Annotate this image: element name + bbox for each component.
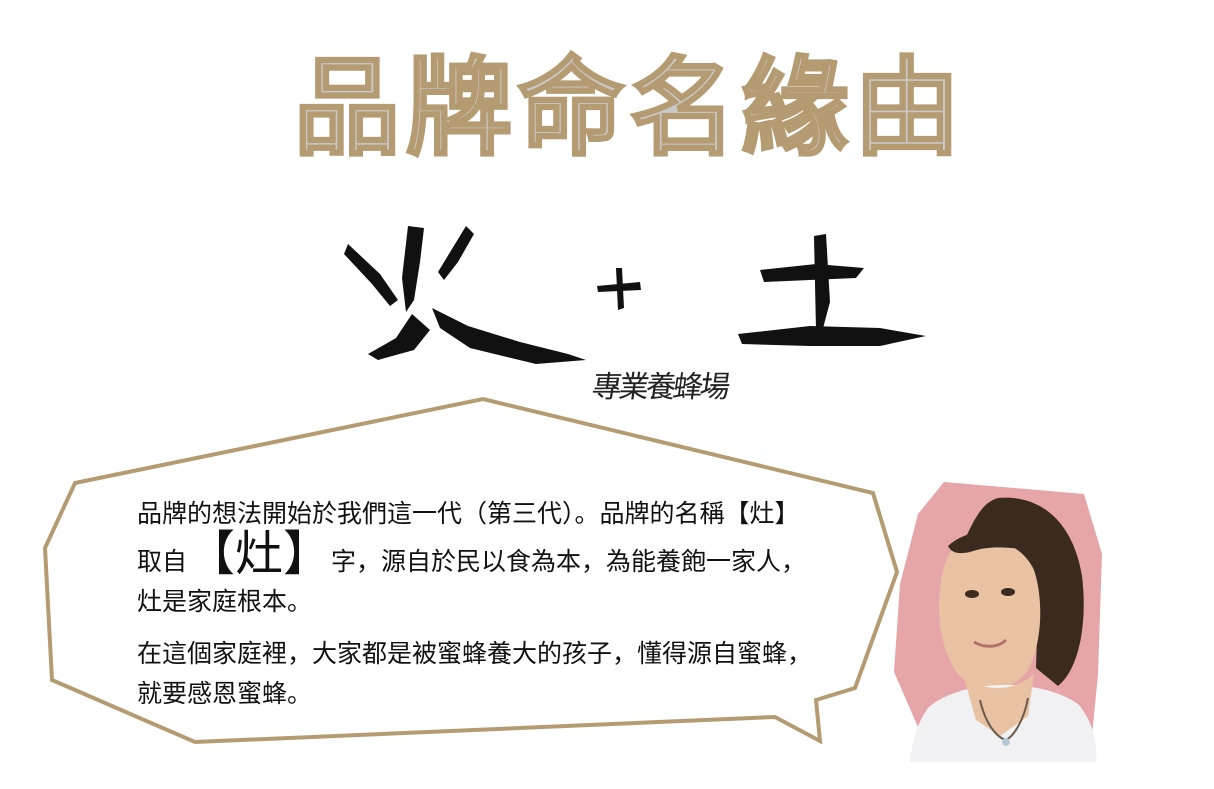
brush-plus-sign <box>597 268 641 310</box>
portrait-illustration <box>894 482 1102 762</box>
paragraph-1-part-1: 品牌的想法開始於我們這一代（第三代）。品牌的名稱【灶】取自 <box>137 499 800 576</box>
paragraph-2: 在這個家庭裡，大家都是被蜜蜂養大的孩子，懂得源自蜜蜂，就要感恩蜜蜂。 <box>137 639 813 708</box>
emphasized-char: 【灶】 <box>187 526 332 582</box>
paragraph-1-part-2: 字，源自於民以食為本，為能養飽一家人，灶是家庭根本。 <box>137 547 807 616</box>
paragraph-1: 品牌的想法開始於我們這一代（第三代）。品牌的名稱【灶】取自【灶】字，源自於民以食… <box>137 494 817 622</box>
brush-calligraphy <box>344 226 926 364</box>
brush-earth-char <box>738 234 926 346</box>
bubble-text: 品牌的想法開始於我們這一代（第三代）。品牌的名稱【灶】取自【灶】字，源自於民以食… <box>137 494 817 714</box>
page-title: 品牌命名緣由 <box>293 46 966 172</box>
brush-fire-char <box>344 226 586 364</box>
